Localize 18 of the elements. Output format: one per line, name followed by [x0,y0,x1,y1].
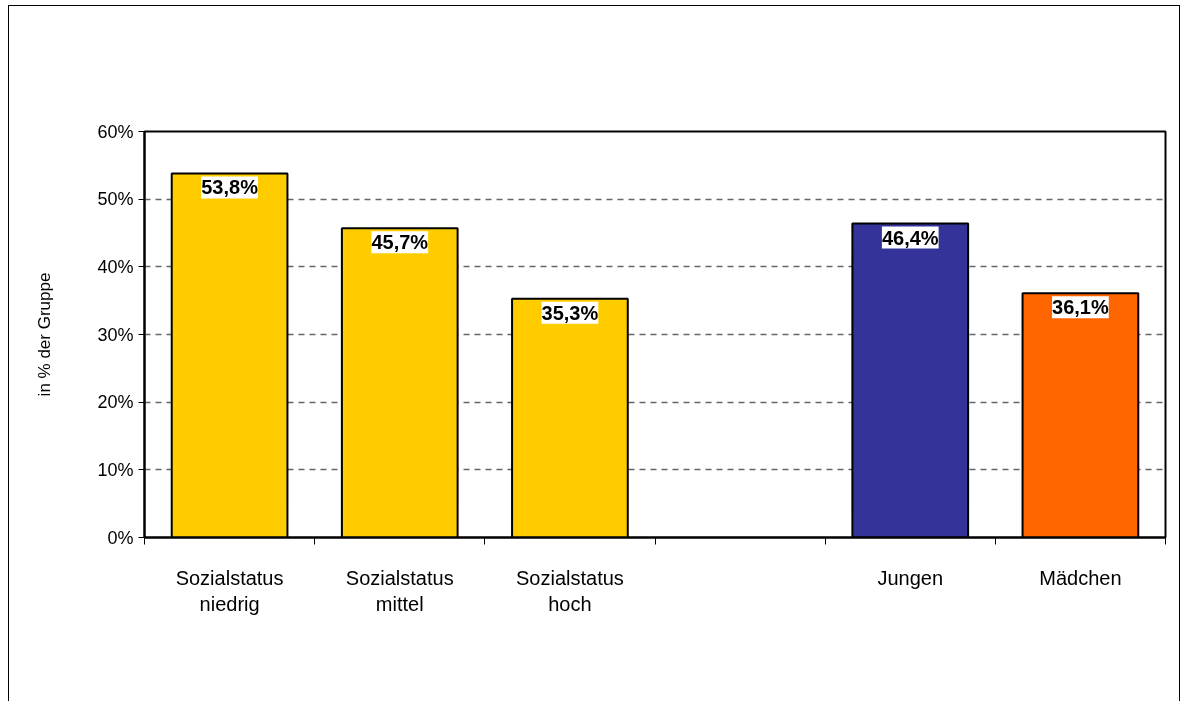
y-tick-label: 0% [107,527,134,548]
y-tick-label: 30% [97,324,134,345]
data-label: 36,1% [1052,296,1109,319]
y-tick-label: 40% [97,256,134,277]
data-label: 45,7% [371,231,429,254]
data-label: 46,4% [881,226,939,249]
x-tick-label: Sozialstatus niedrig [175,566,284,615]
y-tick-label: 50% [97,189,134,210]
data-label: 35,3% [541,301,599,324]
y-tick-label: 20% [97,392,134,413]
x-tick-label: Sozialstatus mittel [345,566,454,615]
y-axis-title: in % der Gruppe [35,272,55,397]
x-tick-label: Jungen [877,566,944,589]
y-tick-label: 10% [97,459,134,480]
y-tick-label: 60% [97,121,134,142]
data-label: 53,8% [201,176,259,199]
x-tick-label: Sozialstatus hoch [516,566,624,615]
x-tick-label: Mädchen [1039,566,1122,589]
